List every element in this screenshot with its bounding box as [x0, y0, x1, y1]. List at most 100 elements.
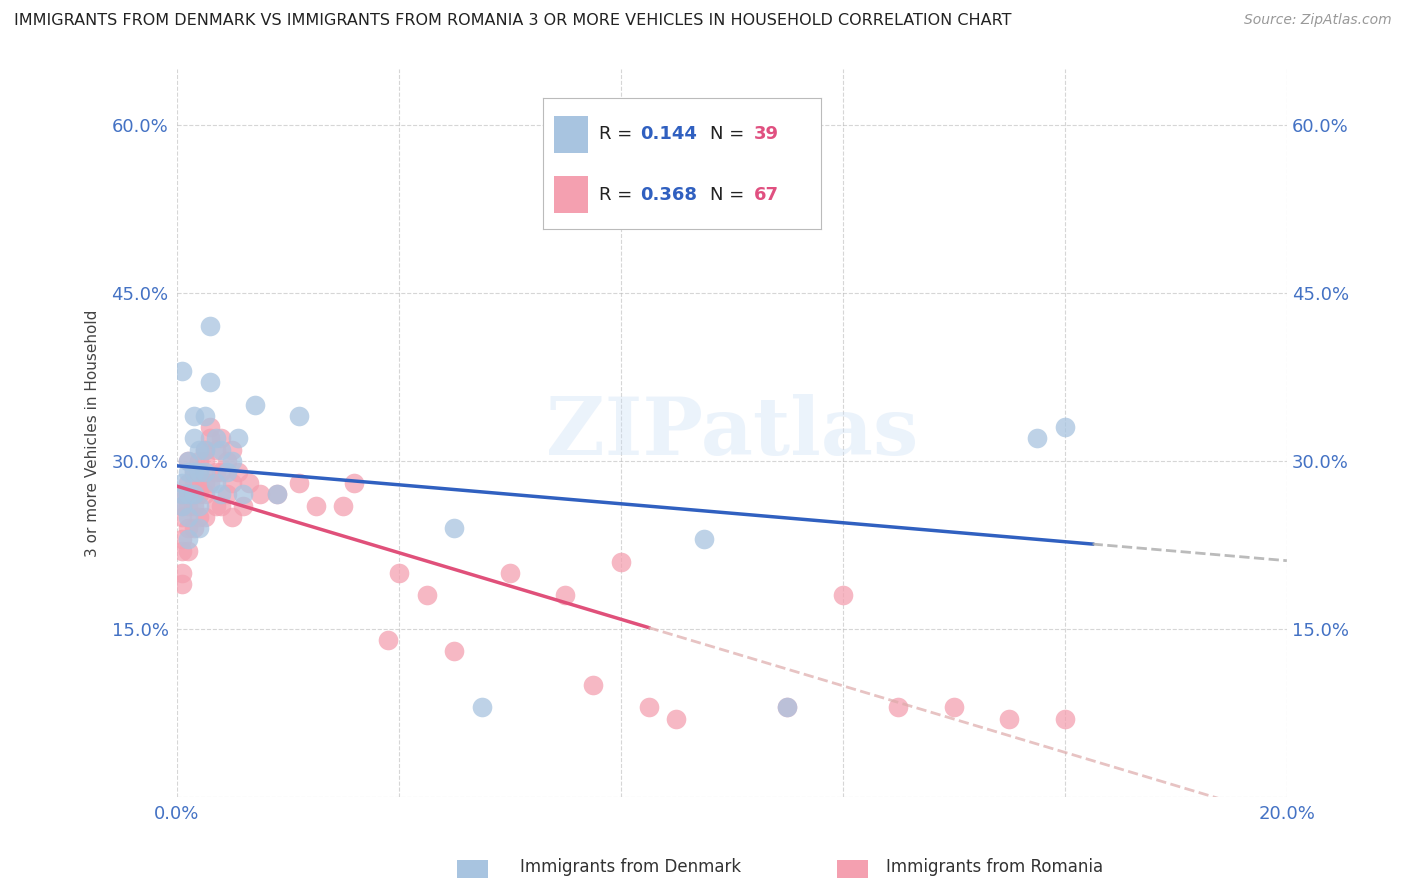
- Point: [209, 465, 232, 479]
- Point: [209, 442, 232, 457]
- Point: [172, 509, 194, 524]
- Point: [177, 454, 200, 468]
- Point: [221, 442, 243, 457]
- Point: [377, 633, 399, 648]
- Point: [172, 543, 194, 558]
- Point: [332, 499, 354, 513]
- Point: [499, 566, 522, 580]
- Point: [198, 420, 221, 434]
- Text: ZIPatlas: ZIPatlas: [546, 394, 918, 472]
- Point: [243, 398, 266, 412]
- Point: [204, 442, 226, 457]
- Point: [221, 476, 243, 491]
- Point: [183, 409, 205, 423]
- Point: [194, 454, 217, 468]
- Point: [183, 432, 205, 446]
- Point: [183, 499, 205, 513]
- Point: [188, 476, 211, 491]
- Point: [177, 509, 200, 524]
- Point: [177, 454, 200, 468]
- Point: [183, 487, 205, 501]
- Point: [221, 454, 243, 468]
- Point: [582, 678, 605, 692]
- Point: [172, 487, 194, 501]
- Point: [188, 499, 211, 513]
- Point: [215, 465, 238, 479]
- Point: [194, 442, 217, 457]
- Point: [194, 409, 217, 423]
- Point: [183, 487, 205, 501]
- Point: [693, 533, 716, 547]
- Point: [204, 499, 226, 513]
- Point: [188, 487, 211, 501]
- Point: [198, 319, 221, 334]
- Point: [942, 700, 965, 714]
- Point: [183, 465, 205, 479]
- Point: [183, 521, 205, 535]
- Point: [776, 700, 799, 714]
- Point: [172, 499, 194, 513]
- Point: [194, 509, 217, 524]
- Point: [172, 487, 194, 501]
- Point: [177, 487, 200, 501]
- Point: [177, 521, 200, 535]
- Point: [443, 521, 465, 535]
- Point: [188, 454, 211, 468]
- Point: [183, 465, 205, 479]
- Point: [266, 487, 288, 501]
- Point: [1053, 712, 1076, 726]
- Point: [188, 465, 211, 479]
- Point: [204, 476, 226, 491]
- Point: [288, 476, 311, 491]
- Point: [209, 499, 232, 513]
- Point: [177, 487, 200, 501]
- Point: [177, 499, 200, 513]
- Point: [343, 476, 366, 491]
- Point: [194, 487, 217, 501]
- Point: [443, 644, 465, 658]
- Point: [209, 487, 232, 501]
- Text: Source: ZipAtlas.com: Source: ZipAtlas.com: [1244, 13, 1392, 28]
- Point: [554, 588, 576, 602]
- Point: [177, 543, 200, 558]
- Point: [610, 555, 633, 569]
- Point: [415, 588, 437, 602]
- Point: [471, 700, 494, 714]
- Point: [194, 465, 217, 479]
- Point: [304, 499, 326, 513]
- Point: [637, 700, 659, 714]
- Point: [998, 712, 1021, 726]
- Text: Immigrants from Denmark: Immigrants from Denmark: [520, 858, 741, 876]
- Point: [172, 577, 194, 591]
- Point: [215, 454, 238, 468]
- Point: [172, 533, 194, 547]
- Point: [776, 700, 799, 714]
- Point: [183, 476, 205, 491]
- Text: IMMIGRANTS FROM DENMARK VS IMMIGRANTS FROM ROMANIA 3 OR MORE VEHICLES IN HOUSEHO: IMMIGRANTS FROM DENMARK VS IMMIGRANTS FR…: [14, 13, 1011, 29]
- Y-axis label: 3 or more Vehicles in Household: 3 or more Vehicles in Household: [86, 310, 100, 557]
- Point: [172, 566, 194, 580]
- Point: [188, 521, 211, 535]
- Point: [288, 409, 311, 423]
- Point: [226, 432, 249, 446]
- Point: [188, 442, 211, 457]
- Point: [188, 465, 211, 479]
- Point: [177, 533, 200, 547]
- Point: [232, 487, 254, 501]
- Point: [232, 499, 254, 513]
- Point: [204, 465, 226, 479]
- Point: [238, 476, 260, 491]
- Text: Immigrants from Romania: Immigrants from Romania: [886, 858, 1102, 876]
- Point: [1026, 432, 1049, 446]
- Point: [226, 465, 249, 479]
- Point: [215, 487, 238, 501]
- Point: [194, 476, 217, 491]
- Point: [172, 499, 194, 513]
- Point: [887, 700, 910, 714]
- Point: [194, 442, 217, 457]
- Point: [266, 487, 288, 501]
- Point: [209, 432, 232, 446]
- Point: [665, 712, 688, 726]
- Point: [388, 566, 411, 580]
- Point: [204, 432, 226, 446]
